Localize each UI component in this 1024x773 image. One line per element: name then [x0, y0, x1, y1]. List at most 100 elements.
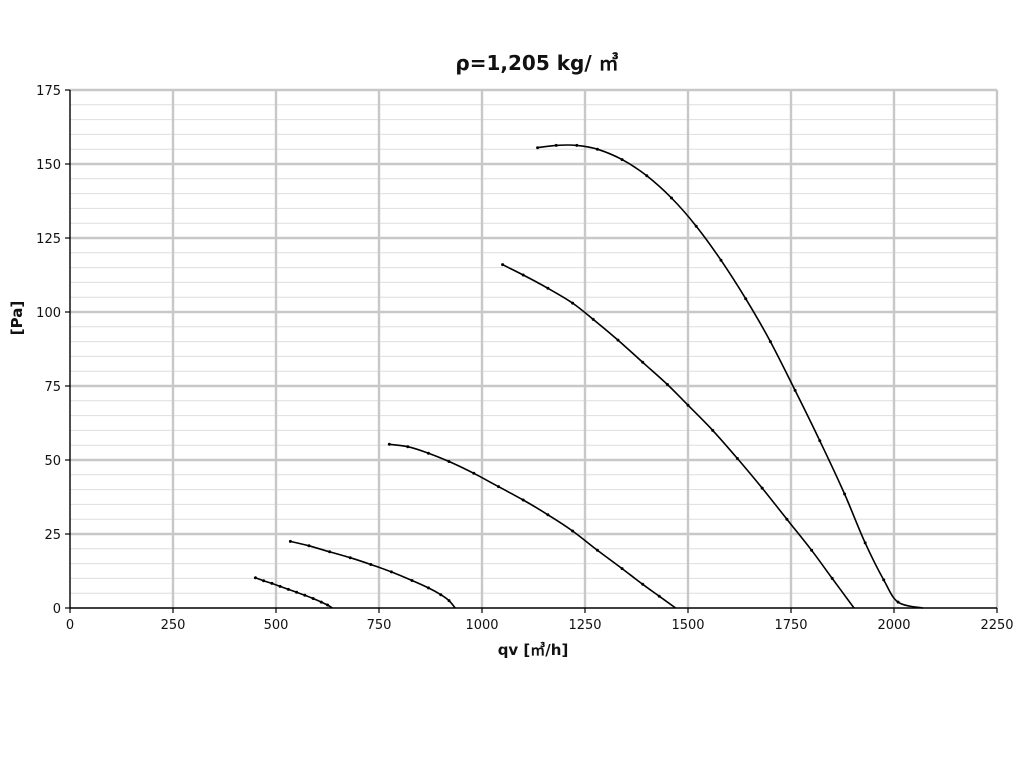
series-group	[253, 143, 923, 609]
data-point	[387, 442, 391, 446]
data-point	[447, 460, 451, 463]
y-axis-ticks: 0 25 50 75 100 125 150 175	[36, 84, 70, 617]
data-point	[286, 587, 290, 591]
data-point	[426, 586, 430, 590]
axes	[69, 90, 997, 609]
x-tick-label: 750	[367, 618, 392, 633]
data-point	[896, 600, 900, 604]
data-point	[711, 428, 715, 432]
data-point	[369, 563, 373, 566]
grid	[70, 88, 999, 608]
data-point	[810, 548, 814, 552]
data-point	[326, 603, 329, 607]
data-point	[657, 594, 661, 598]
y-axis-label: [Pa]	[8, 301, 26, 335]
data-point	[253, 576, 257, 580]
x-axis-label: qv [㎥/h]	[498, 641, 569, 659]
x-tick-label: 1750	[774, 618, 807, 633]
data-point	[501, 263, 505, 267]
series-4	[501, 263, 855, 609]
x-tick-label: 1000	[465, 618, 498, 633]
x-tick-label: 500	[264, 618, 289, 633]
data-point	[843, 492, 847, 496]
data-point	[410, 579, 414, 582]
data-point	[262, 579, 266, 583]
y-tick-label: 150	[36, 158, 61, 173]
data-point	[793, 388, 797, 392]
x-tick-label: 250	[161, 618, 186, 633]
data-point	[719, 258, 723, 262]
data-point	[768, 340, 772, 344]
data-point	[616, 338, 620, 342]
data-point	[571, 301, 575, 305]
data-point	[270, 581, 274, 585]
x-tick-label: 1250	[568, 618, 601, 633]
data-point	[536, 146, 540, 150]
data-point	[645, 174, 649, 178]
data-point	[278, 584, 282, 588]
data-point	[620, 158, 624, 162]
y-tick-label: 125	[36, 232, 61, 247]
data-point	[686, 403, 690, 407]
series-5	[536, 143, 923, 609]
x-axis-ticks: 0 250 500 750 1000 1250 1500 1750 2000 2250	[66, 608, 1014, 633]
data-point	[571, 529, 575, 533]
data-point	[389, 570, 393, 574]
data-point	[785, 517, 789, 521]
data-point	[670, 196, 673, 200]
data-point	[295, 590, 299, 594]
data-point	[595, 548, 599, 552]
data-point	[665, 383, 669, 386]
data-point	[426, 451, 430, 455]
data-point	[303, 593, 307, 597]
data-point	[882, 578, 886, 582]
data-point	[319, 600, 323, 604]
y-tick-label: 25	[44, 528, 61, 543]
data-point	[521, 498, 525, 502]
x-tick-label: 2250	[980, 618, 1013, 633]
data-point	[546, 286, 550, 290]
y-tick-label: 75	[44, 380, 61, 395]
data-point	[472, 471, 476, 475]
data-point	[328, 550, 332, 554]
x-tick-label: 2000	[877, 618, 910, 633]
y-tick-label: 0	[53, 602, 61, 617]
x-tick-label: 1500	[671, 618, 704, 633]
data-point	[735, 457, 739, 460]
series-2	[288, 539, 456, 609]
y-tick-label: 100	[36, 306, 61, 321]
data-point	[863, 541, 867, 545]
data-point	[307, 544, 311, 548]
data-point	[760, 486, 764, 490]
data-point	[288, 539, 292, 543]
data-point	[620, 567, 624, 571]
data-point	[595, 147, 599, 151]
data-point	[546, 513, 550, 517]
chart-title: ρ=1,205 kg/ ㎥	[455, 51, 618, 75]
data-point	[497, 485, 500, 489]
data-point	[830, 576, 834, 580]
data-point	[641, 582, 645, 586]
series-line	[290, 540, 456, 609]
y-tick-label: 175	[36, 84, 61, 99]
data-point	[575, 143, 579, 147]
data-point	[406, 445, 410, 449]
data-point	[447, 599, 451, 603]
series-line	[502, 263, 855, 609]
data-point	[521, 273, 525, 277]
data-point	[744, 297, 748, 301]
data-point	[818, 439, 822, 443]
series-1	[253, 576, 333, 609]
series-3	[387, 442, 677, 609]
data-point	[554, 143, 558, 147]
series-line	[389, 443, 677, 609]
y-tick-label: 50	[44, 454, 61, 469]
data-point	[641, 360, 645, 364]
data-point	[591, 317, 595, 321]
data-point	[439, 593, 443, 597]
data-point	[694, 224, 698, 228]
x-tick-label: 0	[66, 618, 74, 633]
series-line	[537, 144, 923, 609]
